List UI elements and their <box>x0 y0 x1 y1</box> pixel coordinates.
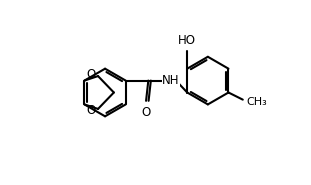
Text: O: O <box>142 106 151 119</box>
Text: CH₃: CH₃ <box>246 97 267 107</box>
Text: O: O <box>86 104 96 117</box>
Text: HO: HO <box>178 34 196 47</box>
Text: O: O <box>86 68 96 81</box>
Text: NH: NH <box>162 74 180 87</box>
